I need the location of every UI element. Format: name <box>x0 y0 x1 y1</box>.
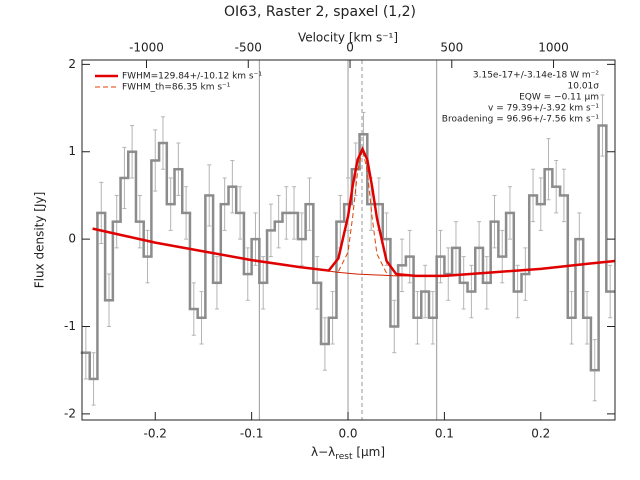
x2-tick-label: 1000 <box>538 41 569 55</box>
y-tick-label: 1 <box>68 144 76 158</box>
x-tick-label: 0.2 <box>531 427 550 441</box>
x-tick-label: 0.0 <box>338 427 357 441</box>
y-tick-label: 2 <box>68 57 76 71</box>
y-axis-label: Flux density [Jy] <box>33 192 47 289</box>
baseline-curve <box>319 269 416 277</box>
fit-curve <box>92 146 616 278</box>
chart-title: OI63, Raster 2, spaxel (1,2) <box>224 4 416 20</box>
x-label-main: λ−λ <box>311 445 335 459</box>
x-label-sub: rest <box>335 452 353 462</box>
y-tick-label: 0 <box>68 232 76 246</box>
x2-tick-label: -500 <box>235 41 262 55</box>
x2-tick-label: -1000 <box>129 41 164 55</box>
annotation: EQW = −0.11 μm <box>519 93 599 103</box>
x-axis-label: λ−λrest [μm] <box>311 445 385 462</box>
x2-tick-label: 0 <box>346 41 354 55</box>
legend-label: FWHM=129.84+/-10.12 km s⁻¹ <box>122 72 262 82</box>
x-label-unit: [μm] <box>353 445 386 459</box>
annotation: Broadening = 96.96+/-7.56 km s⁻¹ <box>442 115 600 125</box>
x-tick-label: 0.1 <box>435 427 454 441</box>
x-tick-label: -0.2 <box>144 427 167 441</box>
legend-label: FWHM_th=86.35 km s⁻¹ <box>122 83 231 93</box>
annotation: v = 79.39+/-3.92 km s⁻¹ <box>488 104 599 114</box>
thermal-curve <box>337 149 388 274</box>
x2-axis-label: Velocity [km s⁻¹] <box>298 31 398 45</box>
x2-tick-label: 500 <box>440 41 463 55</box>
y-tick-label: -1 <box>64 319 76 333</box>
annotation: 3.15e-17+/-3.14e-18 W m⁻² <box>473 71 600 81</box>
y-tick-label: -2 <box>64 406 76 420</box>
annotation: 10.01σ <box>568 82 600 92</box>
x-tick-label: -0.1 <box>240 427 263 441</box>
